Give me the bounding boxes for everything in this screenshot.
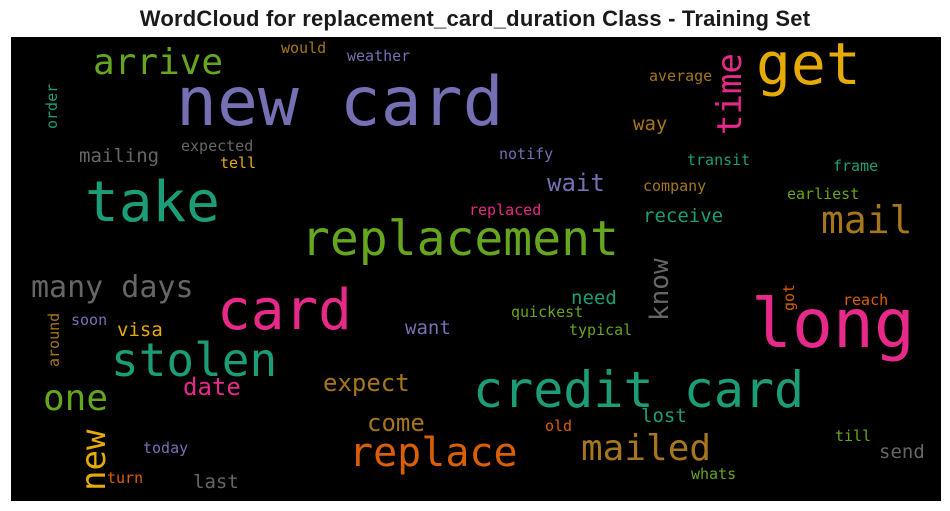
word-wait: wait <box>547 171 605 195</box>
word-know: know <box>647 258 673 321</box>
word-order: order <box>45 84 60 129</box>
word-replacement: replacement <box>301 215 619 263</box>
word-mailed: mailed <box>581 431 711 467</box>
word-one: one <box>43 381 108 417</box>
word-replace: replace <box>349 433 518 473</box>
word-many-days: many days <box>31 273 194 303</box>
word-expect: expect <box>323 371 410 395</box>
word-expected: expected <box>181 139 253 154</box>
word-mailing: mailing <box>79 147 159 166</box>
word-till: till <box>835 429 871 444</box>
word-come: come <box>367 411 425 435</box>
word-turn: turn <box>107 471 143 486</box>
word-get: get <box>756 37 861 93</box>
word-typical: typical <box>569 323 632 338</box>
word-lost: lost <box>641 407 687 426</box>
word-earliest: earliest <box>787 187 859 202</box>
word-mail: mail <box>821 201 913 239</box>
word-send: send <box>879 443 925 462</box>
word-would: would <box>281 41 326 56</box>
word-transit: transit <box>687 153 750 168</box>
word-frame: frame <box>833 159 878 174</box>
word-visa: visa <box>117 321 163 340</box>
word-average: average <box>649 69 712 84</box>
word-last: last <box>193 473 239 492</box>
word-tell: tell <box>220 156 256 171</box>
chart-title: WordCloud for replacement_card_duration … <box>0 6 950 32</box>
word-reach: reach <box>843 293 888 308</box>
word-arrive: arrive <box>93 45 223 81</box>
word-old: old <box>545 419 572 434</box>
word-around: around <box>47 313 62 367</box>
word-take: take <box>85 175 220 231</box>
word-replaced: replaced <box>469 203 541 218</box>
word-receive: receive <box>643 207 723 226</box>
word-date: date <box>183 375 241 399</box>
word-credit-card: credit card <box>473 365 804 415</box>
word-way: way <box>633 115 667 134</box>
word-time: time <box>713 53 747 135</box>
word-got: got <box>782 284 797 311</box>
word-today: today <box>143 441 188 456</box>
word-whats: whats <box>691 467 736 482</box>
word-weather: weather <box>347 49 410 64</box>
word-company: company <box>643 179 706 194</box>
word-notify: notify <box>499 147 553 162</box>
wordcloud-canvas: new card long get take replacement credi… <box>11 37 941 501</box>
word-long: long <box>751 291 915 359</box>
word-card: card <box>217 283 352 339</box>
word-quickest: quickest <box>511 305 583 320</box>
word-soon: soon <box>71 313 107 328</box>
word-want: want <box>405 319 451 338</box>
word-new-card: new card <box>176 69 504 137</box>
word-new: new <box>77 430 111 491</box>
